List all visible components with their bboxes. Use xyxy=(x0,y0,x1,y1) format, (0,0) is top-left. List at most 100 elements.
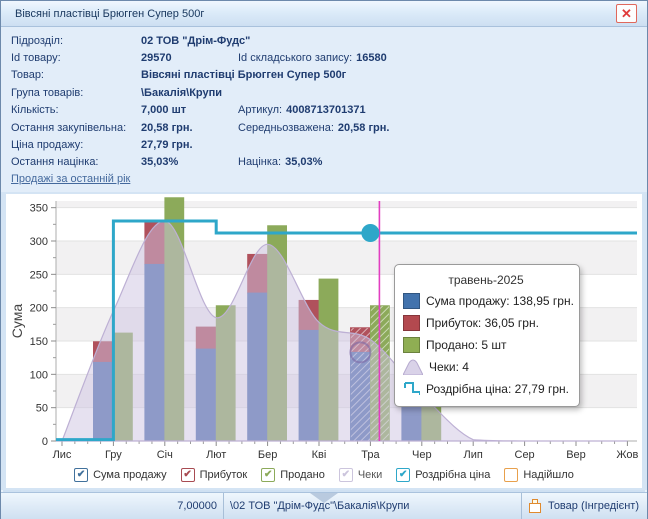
y-tick-label: 200 xyxy=(30,303,48,315)
field-value: 4008713701371 xyxy=(286,104,366,116)
tooltip-row-text: Чеки: 4 xyxy=(429,360,469,374)
tooltip-row-text: Прибуток: 36,05 грн. xyxy=(426,316,539,330)
field-value: 35,03% xyxy=(141,156,178,168)
info-row: Товар:Вівсяні пластівці Брюгген Супер 50… xyxy=(11,67,647,84)
y-tick-label: 300 xyxy=(30,236,48,248)
statusbar-type-cell: Товар (Інгредієнт) xyxy=(521,493,647,519)
field-value: 35,03% xyxy=(285,156,322,168)
chart-legend: ✔ Сума продажу ✔ Прибуток ✔ Продано ✔ Чеки ✔ Розд… xyxy=(6,464,642,486)
x-tick-label: Лют xyxy=(206,449,226,461)
series-swatch-icon xyxy=(403,337,420,353)
legend-label: Сума продажу xyxy=(93,469,167,481)
field-label: Середньозважена: xyxy=(238,122,334,134)
y-tick-label: 0 xyxy=(42,436,48,448)
product-info-panel: Підрозділ:02 ТОВ "Дрім-Фудс"Id товару:29… xyxy=(1,27,647,173)
series-checkbox[interactable]: ✔ xyxy=(396,468,410,482)
field-pair-secondary: Середньозважена: 20,58 грн. xyxy=(238,122,389,134)
chart-tooltip: травень-2025 Сума продажу: 138,95 грн. Пр… xyxy=(394,264,580,407)
legend-label: Чеки xyxy=(358,469,382,481)
legend-item-series[interactable]: ✔ Продано xyxy=(261,468,325,482)
x-tick-label: Кві xyxy=(312,449,327,461)
field-label: Група товарів: xyxy=(11,87,141,99)
field-label: Id складського запису: xyxy=(238,52,352,64)
x-tick-label: Січ xyxy=(157,449,173,461)
field-pair-secondary: Націнка: 35,03% xyxy=(238,156,322,168)
legend-item-series[interactable]: ✔ Прибуток xyxy=(181,468,248,482)
series-checkbox[interactable]: ✔ xyxy=(261,468,275,482)
field-value: 27,79 грн. xyxy=(141,139,193,151)
field-label: Кількість: xyxy=(11,104,141,116)
field-value: 02 ТОВ "Дрім-Фудс" xyxy=(141,35,250,47)
tooltip-row-text: Сума продажу: 138,95 грн. xyxy=(426,294,574,308)
series-swatch-icon xyxy=(403,293,420,309)
x-tick-label: Тра xyxy=(361,449,380,461)
x-tick-label: Жов xyxy=(616,449,638,461)
x-tick-label: Вер xyxy=(566,449,586,461)
legend-label: Продано xyxy=(280,469,325,481)
close-icon: ✕ xyxy=(621,7,632,20)
window-title: Вівсяні пластівці Брюгген Супер 500г xyxy=(15,8,616,20)
legend-label: Роздрібна ціна xyxy=(415,469,490,481)
field-label: Націнка: xyxy=(238,156,281,168)
field-label: Остання націнка: xyxy=(11,156,141,168)
info-row: Id товару:29570Id складського запису:165… xyxy=(11,49,647,66)
tooltip-row: Прибуток: 36,05 грн. xyxy=(403,315,569,331)
step-line-series-icon xyxy=(403,381,420,397)
info-row: Ціна продажу:27,79 грн. xyxy=(11,136,647,153)
chart-panel: 050100150200250300350СумаЛисГруСічЛютБер… xyxy=(1,192,647,490)
field-value: 16580 xyxy=(356,52,387,64)
y-tick-label: 100 xyxy=(30,369,48,381)
x-tick-label: Лип xyxy=(464,449,483,461)
close-button[interactable]: ✕ xyxy=(616,4,637,23)
field-label: Остання закупівельна: xyxy=(11,122,141,134)
product-info-window: Вівсяні пластівці Брюгген Супер 500г ✕ П… xyxy=(0,0,648,519)
sales-chart[interactable]: 050100150200250300350СумаЛисГруСічЛютБер… xyxy=(6,194,642,488)
field-label: Підрозділ: xyxy=(11,35,141,47)
tooltip-row-text: Продано: 5 шт xyxy=(426,338,506,352)
info-row: Група товарів:\Бакалія\Крупи xyxy=(11,84,647,101)
statusbar-path: \02 ТОВ "Дрім-Фудс"\Бакалія\Крупи xyxy=(224,500,521,512)
tooltip-row: Продано: 5 шт xyxy=(403,337,569,353)
tooltip-period-label: травень-2025 xyxy=(403,273,569,287)
x-tick-label: Сер xyxy=(515,449,535,461)
y-tick-label: 50 xyxy=(36,403,48,415)
field-label: Товар: xyxy=(11,69,141,81)
info-row: Підрозділ:02 ТОВ "Дрім-Фудс" xyxy=(11,32,647,49)
series-swatch-icon xyxy=(403,315,420,331)
statusbar-quantity: 7,00000 xyxy=(1,500,223,512)
field-value: Вівсяні пластівці Брюгген Супер 500г xyxy=(141,69,346,81)
y-tick-label: 150 xyxy=(30,336,48,348)
field-label: Ціна продажу: xyxy=(11,139,141,151)
info-row: Остання націнка:35,03%Націнка:35,03% xyxy=(11,154,647,171)
y-tick-label: 350 xyxy=(30,203,48,215)
series-checkbox[interactable] xyxy=(504,468,518,482)
field-pair-secondary: Id складського запису: 16580 xyxy=(238,52,387,64)
series-checkbox[interactable]: ✔ xyxy=(181,468,195,482)
tooltip-row: Чеки: 4 xyxy=(403,359,569,375)
tooltip-row-text: Роздрібна ціна: 27,79 грн. xyxy=(426,382,569,396)
legend-label: Надійшло xyxy=(523,469,574,481)
x-tick-label: Лис xyxy=(53,449,72,461)
titlebar: Вівсяні пластівці Брюгген Супер 500г ✕ xyxy=(1,1,647,27)
field-value: \Бакалія\Крупи xyxy=(141,87,222,99)
series-checkbox[interactable]: ✔ xyxy=(339,468,353,482)
collapse-handle-icon[interactable] xyxy=(310,493,338,503)
product-type-label: Товар (Інгредієнт) xyxy=(548,500,639,512)
series-checkbox[interactable]: ✔ xyxy=(74,468,88,482)
field-value: 20,58 грн. xyxy=(338,122,390,134)
legend-item-series[interactable]: ✔ Сума продажу xyxy=(74,468,167,482)
field-value: 7,000 шт xyxy=(141,104,186,116)
x-tick-label: Бер xyxy=(258,449,277,461)
legend-item-series[interactable]: ✔ Роздрібна ціна xyxy=(396,468,490,482)
field-label: Id товару: xyxy=(11,52,141,64)
legend-item-series[interactable]: Надійшло xyxy=(504,468,574,482)
link-row: Продажі за останній рік xyxy=(1,173,647,192)
legend-label: Прибуток xyxy=(200,469,248,481)
area-series-icon xyxy=(403,359,423,375)
sales-last-year-link[interactable]: Продажі за останній рік xyxy=(11,173,130,185)
x-tick-label: Гру xyxy=(105,449,122,461)
field-label: Артикул: xyxy=(238,104,282,116)
tooltip-row: Роздрібна ціна: 27,79 грн. xyxy=(403,381,569,397)
legend-item-muted[interactable]: ✔ Чеки xyxy=(339,468,382,482)
info-row: Остання закупівельна:20,58 грн.Середньоз… xyxy=(11,119,647,136)
